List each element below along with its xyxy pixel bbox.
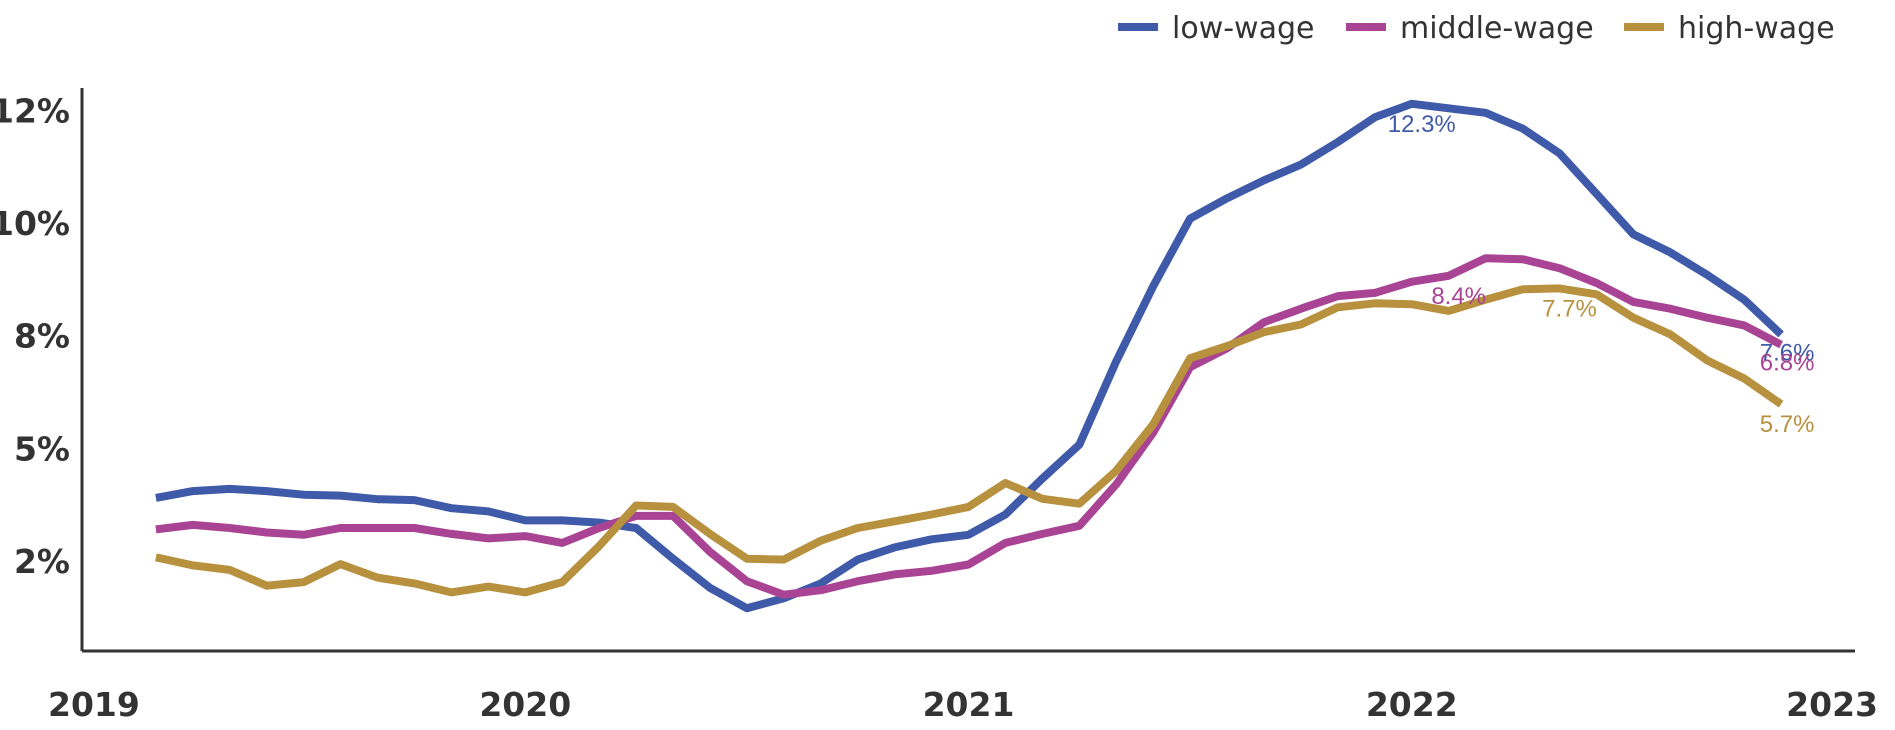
end-label-middle-wage: 6.8% — [1760, 350, 1815, 377]
series-line-low-wage — [155, 99, 1784, 613]
y-tick-label: 10% — [0, 204, 70, 243]
y-tick-labels: 2% 5% 8% 10% 12% — [0, 92, 70, 581]
x-tick-label: 2023 — [1786, 685, 1878, 724]
y-tick-label: 12% — [0, 92, 70, 131]
x-tick-label: 2020 — [479, 685, 571, 724]
end-label-low-wage: 7.6% — [1760, 339, 1815, 366]
legend-label-middle-wage: middle-wage — [1400, 11, 1594, 46]
end-label-high-wage: 5.7% — [1760, 411, 1815, 438]
x-tick-label: 2019 — [48, 685, 140, 724]
y-tick-label: 5% — [14, 429, 70, 468]
axes — [80, 88, 1855, 653]
series-line-middle-wage — [155, 254, 1783, 599]
x-tick-label: 2021 — [923, 685, 1015, 724]
annotation-low-wage: 12.3% — [1388, 111, 1456, 138]
legend: low-wage middle-wage high-wage — [1118, 11, 1835, 46]
x-tick-labels: 2019 2020 2021 2022 2023 — [48, 685, 1878, 724]
legend-label-high-wage: high-wage — [1678, 11, 1835, 46]
legend-label-low-wage: low-wage — [1172, 11, 1314, 46]
series-lines — [155, 99, 1784, 613]
y-tick-label: 2% — [14, 542, 70, 581]
annotation-high-wage: 7.7% — [1542, 295, 1597, 322]
x-tick-label: 2022 — [1366, 685, 1458, 724]
y-tick-label: 8% — [14, 317, 70, 356]
annotation-middle-wage: 8.4% — [1431, 283, 1486, 310]
data-labels: 7.6% 12.3% 6.8% 8.4% 5.7% 7.7% — [1388, 111, 1815, 438]
series-line-high-wage — [155, 284, 1784, 597]
